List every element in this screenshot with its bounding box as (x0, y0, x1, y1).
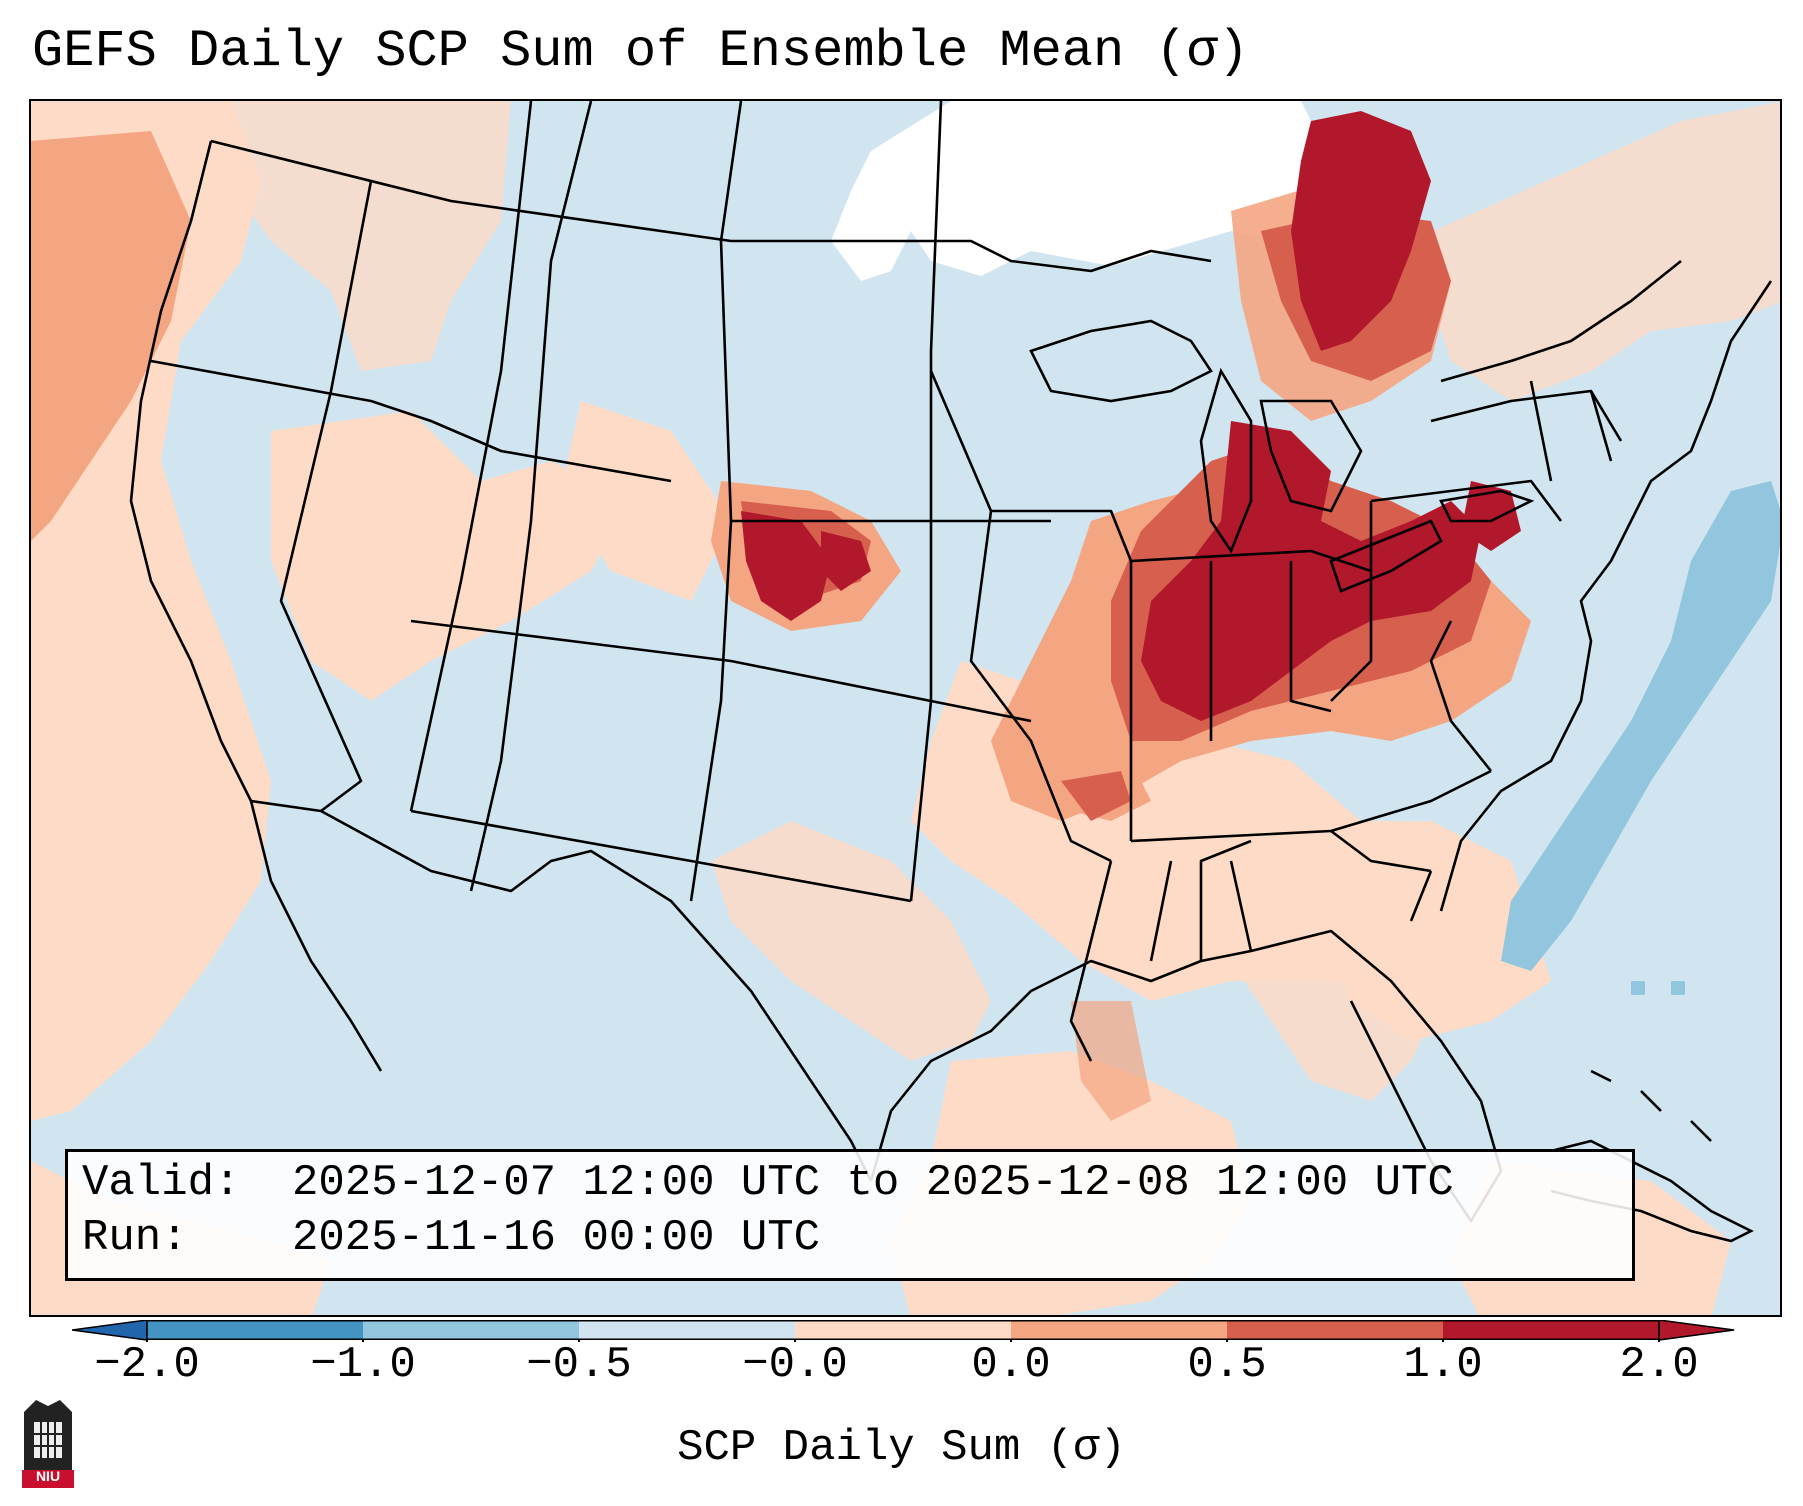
field-negative (1501, 481, 1780, 995)
validity-info-box: Valid: 2025-12-07 12:00 UTC to 2025-12-08… (65, 1149, 1635, 1281)
colorbar-outline (146, 1320, 1660, 1340)
colorbar-extend-max (1658, 1320, 1735, 1341)
colorbar-tick-label: −2.0 (94, 1340, 200, 1390)
run-value: 2025-11-16 00:00 UTC (292, 1213, 821, 1263)
colorbar-segment (579, 1320, 795, 1340)
colorbar-segment (147, 1320, 363, 1340)
state-boundaries (129, 101, 1773, 1223)
map-canvas (31, 101, 1780, 1315)
colorbar-tick-label: 0.5 (1187, 1340, 1267, 1390)
colorbar-tick-label: 2.0 (1619, 1340, 1699, 1390)
niu-logo: NIU (20, 1392, 76, 1488)
great-lakes (1029, 319, 1535, 593)
map-title: GEFS Daily SCP Sum of Ensemble Mean (σ) (32, 22, 1249, 81)
field-high-positive (741, 111, 1521, 721)
colorbar-tick-label: −0.0 (742, 1340, 848, 1390)
niu-logo-text: NIU (35, 1468, 61, 1484)
colorbar-segment (795, 1320, 1011, 1340)
colorbar-tick-label: −1.0 (310, 1340, 416, 1390)
colorbar-tick-label: −0.5 (526, 1340, 632, 1390)
colorbar (72, 1320, 1735, 1342)
colorbar-tick-label: 1.0 (1403, 1340, 1483, 1390)
colorbar-ticks: −2.0 −1.0 −0.5 −0.0 0.0 0.5 1.0 2.0 (0, 1340, 1803, 1400)
valid-label: Valid: (82, 1158, 241, 1208)
colorbar-label: SCP Daily Sum (σ) (677, 1423, 1126, 1473)
valid-value: 2025-12-07 12:00 UTC to 2025-12-08 12:00… (292, 1158, 1454, 1208)
niu-logo-icon (22, 1400, 74, 1488)
colorbar-segment (1227, 1320, 1443, 1340)
map-panel (29, 99, 1782, 1317)
field-neutral-canada (831, 101, 1331, 281)
valid-row: Valid: 2025-12-07 12:00 UTC to 2025-12-08… (82, 1156, 1632, 1211)
colorbar-segment (1443, 1320, 1659, 1340)
run-row: Run: 2025-11-16 00:00 UTC (82, 1211, 1632, 1266)
colorbar-extend-min (72, 1320, 148, 1341)
colorbar-tick-label: 0.0 (971, 1340, 1051, 1390)
colorbar-segment (363, 1320, 579, 1340)
colorbar-segment (1011, 1320, 1227, 1340)
run-label: Run: (82, 1213, 188, 1263)
